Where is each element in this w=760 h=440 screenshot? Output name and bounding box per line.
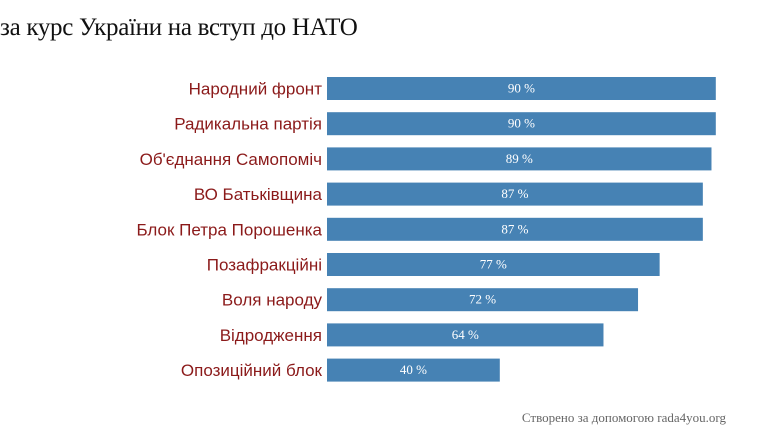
value-label-1: 90 % — [508, 116, 535, 131]
value-label-5: 77 % — [480, 257, 507, 272]
bar-7 — [327, 323, 604, 347]
value-label-8: 40 % — [400, 362, 427, 377]
bar-4 — [327, 217, 703, 241]
value-label-2: 89 % — [506, 151, 533, 166]
category-label-4: Блок Петра Порошенка — [136, 220, 322, 239]
bar-6 — [327, 288, 639, 312]
value-label-3: 87 % — [501, 186, 528, 201]
category-label-3: ВО Батьківщина — [194, 185, 323, 204]
value-label-6: 72 % — [469, 292, 496, 307]
bar-1 — [327, 112, 716, 136]
bar-5 — [327, 253, 660, 276]
category-label-7: Відродження — [220, 326, 322, 345]
value-label-0: 90 % — [508, 81, 535, 96]
bar-3 — [327, 182, 703, 206]
category-label-1: Радикальна партія — [174, 115, 322, 134]
category-label-5: Позафракційні — [207, 256, 322, 275]
value-label-7: 64 % — [452, 327, 479, 342]
value-label-4: 87 % — [501, 221, 528, 236]
category-label-2: Об'єднання Самопоміч — [140, 150, 322, 169]
bar-8 — [327, 358, 500, 382]
category-label-8: Опозиційний блок — [181, 361, 323, 380]
bar-0 — [327, 77, 716, 100]
category-label-6: Воля народу — [222, 291, 323, 310]
credit-text: Створено за допомогою rada4you.org — [521, 410, 726, 425]
category-label-0: Народний фронт — [189, 80, 323, 99]
bar-2 — [327, 147, 712, 171]
chart-title: за курс України на вступ до НАТО — [0, 14, 358, 41]
